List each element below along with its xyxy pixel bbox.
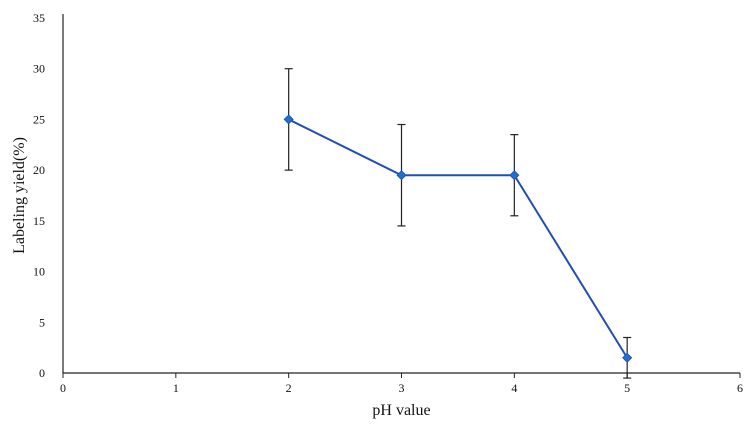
series-line (288, 118, 629, 359)
x-axis: 0 1 2 3 4 5 6 (60, 372, 743, 395)
y-tick-label: 25 (33, 112, 45, 126)
x-axis-title: pH value (372, 402, 430, 419)
y-tick-label: 35 (33, 11, 45, 25)
x-tick-label: 5 (624, 381, 630, 395)
x-tick-label: 4 (511, 381, 517, 395)
x-tick-label: 1 (173, 381, 179, 395)
error-bars (284, 68, 632, 379)
x-tick-label: 2 (286, 381, 292, 395)
x-tick-label: 0 (60, 381, 66, 395)
data-point (396, 170, 407, 181)
data-series (283, 114, 633, 363)
y-axis-title: Labeling yield(%) (11, 137, 28, 254)
y-tick-label: 10 (33, 265, 45, 279)
x-tick-label: 6 (737, 381, 743, 395)
y-tick-label: 20 (33, 163, 45, 177)
y-axis: 0 5 10 15 20 25 30 35 (33, 11, 64, 380)
y-tick-label: 15 (33, 214, 45, 228)
data-point (509, 170, 520, 181)
y-tick-label: 30 (33, 62, 45, 76)
y-tick-label: 5 (39, 315, 45, 329)
y-tick-label: 0 (39, 366, 45, 380)
data-point (283, 114, 294, 125)
x-tick-label: 3 (399, 381, 405, 395)
data-point (622, 352, 633, 363)
